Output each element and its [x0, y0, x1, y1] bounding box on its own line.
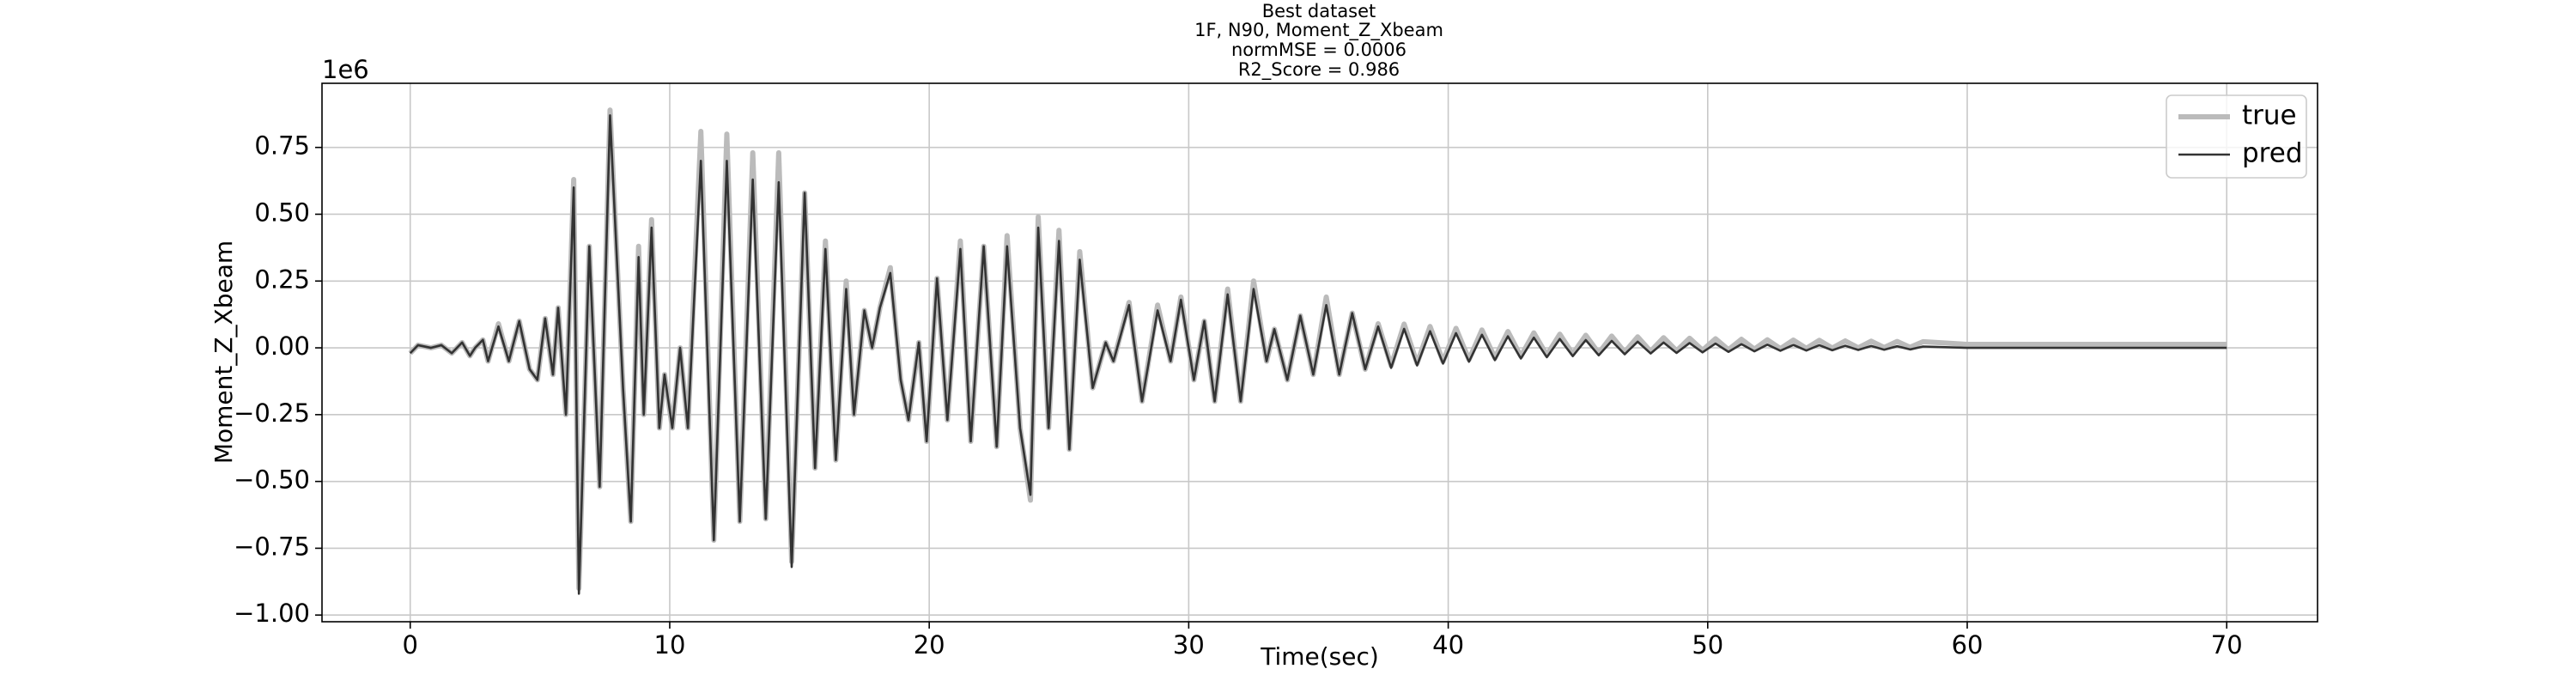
- y-tick-label: 0.75: [254, 131, 310, 161]
- chart-subtitle: normMSE = 0.0006: [1231, 40, 1406, 60]
- x-tick-label: 40: [1432, 630, 1464, 660]
- chart-title: Best dataset: [1262, 1, 1376, 21]
- line-series: [409, 114, 2227, 595]
- y-tick-label: −0.50: [234, 465, 310, 495]
- x-tick-label: 50: [1692, 630, 1723, 660]
- y-tick-label: −0.75: [234, 532, 310, 561]
- y-tick-label: −0.25: [234, 398, 310, 428]
- x-tick-label: 20: [914, 630, 945, 660]
- chart-subtitle: 1F, N90, Moment_Z_Xbeam: [1194, 20, 1443, 41]
- legend-label: pred: [2242, 138, 2303, 169]
- plot-frame: [321, 82, 2318, 623]
- y-offset-label: 1e6: [322, 55, 369, 84]
- y-tick-label: 0.00: [254, 331, 310, 361]
- y-axis-label: Moment_Z_Xbeam: [210, 240, 238, 464]
- legend-label: true: [2242, 100, 2297, 131]
- y-tick-label: −1.00: [234, 599, 310, 628]
- chart-subtitle: R2_Score = 0.986: [1238, 59, 1400, 81]
- y-tick-label: 0.25: [254, 264, 310, 294]
- x-tick-label: 0: [403, 630, 418, 660]
- y-tick-label: 0.50: [254, 198, 310, 227]
- x-tick-label: 10: [654, 630, 686, 660]
- x-axis-label: Time(sec): [1260, 642, 1379, 671]
- x-tick-label: 70: [2211, 630, 2243, 660]
- x-tick-label: 30: [1173, 630, 1205, 660]
- x-tick-label: 60: [1952, 630, 1984, 660]
